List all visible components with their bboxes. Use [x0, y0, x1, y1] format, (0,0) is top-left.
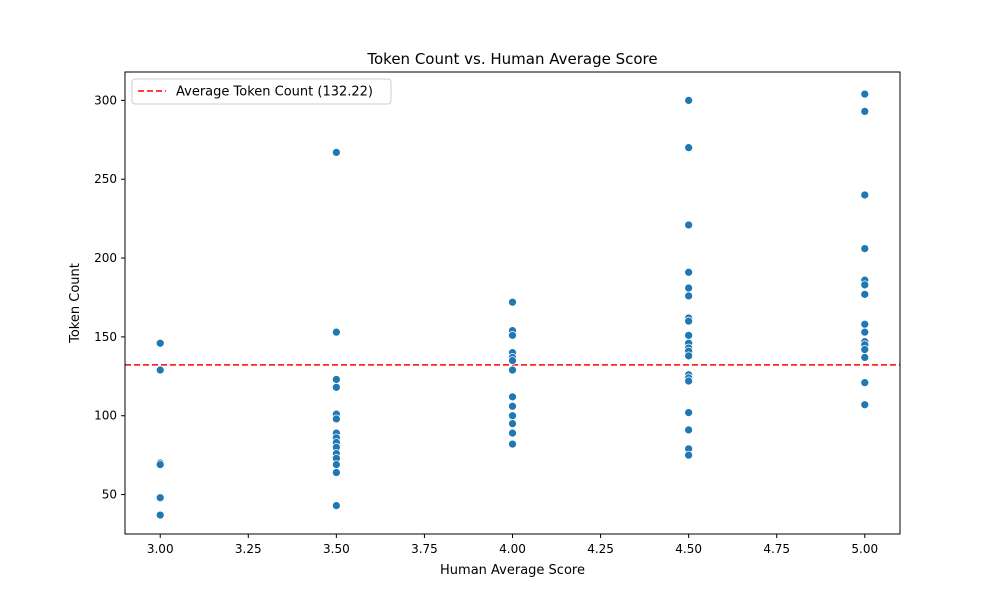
data-point	[155, 493, 165, 503]
data-point	[508, 365, 517, 375]
y-tick-label: 300	[94, 93, 117, 107]
x-tick-label: 4.50	[675, 542, 702, 556]
data-point	[508, 330, 517, 340]
x-tick-label: 3.25	[235, 542, 262, 556]
data-point	[508, 428, 517, 438]
data-point	[331, 327, 341, 337]
data-point	[508, 356, 517, 365]
data-point	[860, 400, 870, 410]
data-point	[860, 353, 870, 362]
data-point	[331, 460, 341, 469]
data-point	[684, 408, 694, 417]
data-point	[684, 376, 694, 386]
data-point	[684, 143, 694, 153]
data-point	[331, 414, 341, 424]
data-point	[684, 283, 694, 293]
data-point	[860, 378, 870, 388]
x-tick-label: 3.50	[323, 542, 350, 556]
data-point	[684, 96, 694, 105]
data-point	[684, 316, 694, 326]
data-point	[860, 244, 870, 253]
plot-frame	[124, 71, 901, 535]
data-point	[684, 267, 694, 277]
data-point	[684, 425, 694, 435]
x-tick-label: 5.00	[851, 542, 878, 556]
data-point	[155, 460, 165, 469]
y-axis-ticks: 50 100 150 200 250 300	[94, 93, 125, 502]
data-point	[155, 338, 165, 348]
chart-title: Token Count vs. Human Average Score	[366, 50, 657, 68]
data-point	[508, 297, 517, 307]
y-tick-label: 150	[94, 330, 117, 344]
data-point	[684, 330, 694, 340]
x-axis-ticks: 3.00 3.25 3.50 3.75 4.00 4.25 4.50 4.75 5.00	[147, 534, 878, 556]
data-point	[508, 439, 517, 449]
data-point	[331, 501, 341, 510]
legend-box	[131, 78, 392, 105]
data-point	[684, 450, 694, 460]
data-point	[508, 392, 517, 402]
y-tick-label: 100	[94, 409, 117, 423]
x-axis-label: Human Average Score	[440, 563, 585, 578]
data-point	[684, 220, 694, 230]
data-point	[508, 401, 517, 411]
data-point	[860, 107, 870, 116]
data-point	[860, 190, 870, 200]
data-point	[860, 327, 870, 337]
data-point	[860, 89, 870, 99]
data-point	[155, 365, 165, 375]
points-layer	[155, 89, 870, 520]
x-tick-label: 4.25	[587, 542, 614, 556]
x-tick-label: 4.00	[499, 542, 526, 556]
legend: Average Token Count (132.22)	[131, 78, 392, 105]
data-point	[860, 319, 870, 329]
data-point	[331, 375, 341, 384]
data-point	[155, 510, 165, 520]
data-point	[508, 411, 517, 421]
data-point	[331, 468, 341, 477]
data-point	[860, 289, 870, 299]
data-point	[331, 382, 341, 392]
data-point	[331, 148, 341, 157]
y-tick-label: 50	[102, 488, 117, 502]
y-tick-label: 250	[94, 172, 117, 186]
y-tick-label: 200	[94, 251, 117, 265]
data-point	[684, 291, 694, 301]
y-axis-label: Token Count	[68, 263, 83, 344]
data-point	[508, 419, 517, 428]
x-tick-label: 3.75	[411, 542, 438, 556]
data-point	[684, 351, 694, 361]
data-point	[860, 345, 870, 354]
legend-label: Average Token Count (132.22)	[176, 85, 373, 100]
x-tick-label: 4.75	[763, 542, 790, 556]
x-tick-label: 3.00	[147, 542, 174, 556]
data-point	[860, 280, 870, 290]
